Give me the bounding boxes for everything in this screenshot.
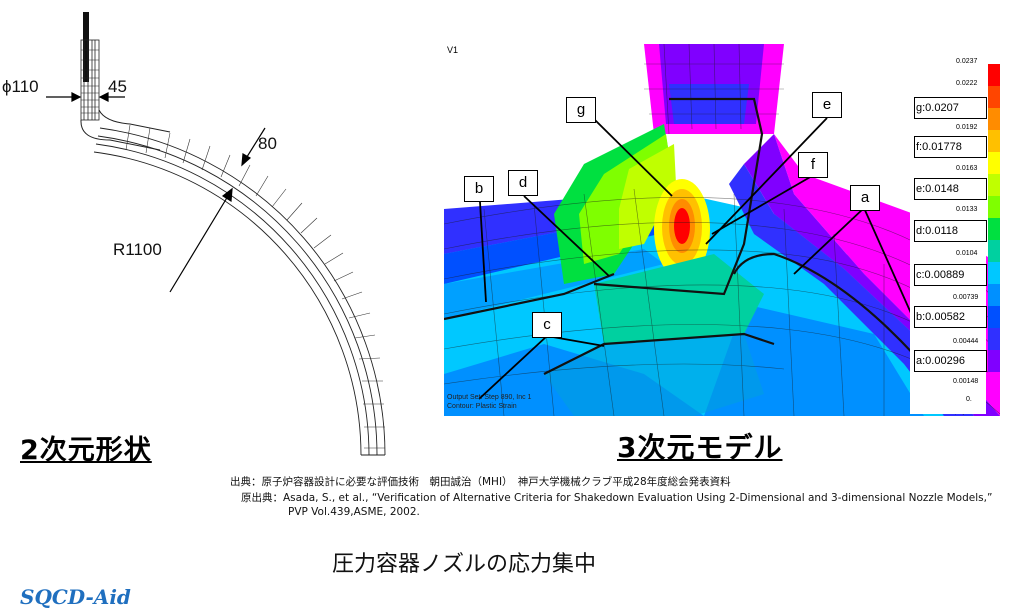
original-source-line: 原出典：Asada, S., et al., “Verification of … — [241, 492, 993, 504]
brand-logo: SQCD-Aid — [20, 585, 131, 609]
scale-tick: 0.0163 — [956, 165, 978, 172]
scale-tick: 0.00444 — [953, 338, 979, 345]
fea-contour-plot: V1 b d g e f a c Output Set: Step 890, I… — [444, 44, 1000, 416]
scale-tick: 0.0104 — [956, 250, 978, 257]
scale-tick: 0.0237 — [956, 58, 978, 65]
callout-c: c — [532, 312, 562, 338]
scale-tick: 0.00148 — [953, 378, 979, 385]
level-g: g:0.0207 — [914, 97, 987, 119]
heading-3d: 3次元モデル — [617, 431, 783, 464]
axisymmetric-mesh-drawing — [46, 12, 386, 456]
level-f: f:0.01778 — [914, 136, 987, 158]
callout-b: b — [464, 176, 494, 202]
scale-tick: 0.0133 — [956, 206, 978, 213]
level-d: d:0.0118 — [914, 220, 987, 242]
contour-label: Contour: Plastic Strain — [447, 403, 517, 410]
output-set-label: Output Set: Step 890, Inc 1 — [447, 394, 532, 401]
scale-tick: 0.0192 — [956, 124, 978, 131]
slide-caption: 圧力容器ノズルの応力集中 — [332, 552, 597, 577]
callout-g: g — [566, 97, 596, 123]
callout-a: a — [850, 185, 880, 211]
legend-color-bar — [988, 64, 1000, 402]
view-label: V1 — [447, 45, 459, 55]
callout-d: d — [508, 170, 538, 196]
scale-tick: 0. — [966, 396, 972, 403]
level-e: e:0.0148 — [914, 178, 987, 200]
level-c: c:0.00889 — [914, 264, 987, 286]
diameter-dimension: ϕ110 — [2, 77, 39, 96]
radius-dimension: R1100 — [113, 240, 162, 259]
original-source-line-2: PVP Vol.439,ASME, 2002. — [288, 506, 420, 518]
scale-tick: 0.0222 — [956, 80, 978, 87]
source-line: 出典：原子炉容器設計に必要な評価技術 朝田誠治（MHI） 神戸大学機械クラブ平成… — [230, 476, 731, 488]
nozzle-thickness-dimension: 45 — [108, 77, 127, 96]
callout-e: e — [812, 92, 842, 118]
shell-thickness-dimension: 80 — [258, 134, 277, 153]
callout-f: f — [798, 152, 828, 178]
scale-tick: 0.00739 — [953, 294, 979, 301]
heading-2d: 2次元形状 — [20, 435, 152, 466]
level-b: b:0.00582 — [914, 306, 987, 328]
level-a: a:0.00296 — [914, 350, 987, 372]
